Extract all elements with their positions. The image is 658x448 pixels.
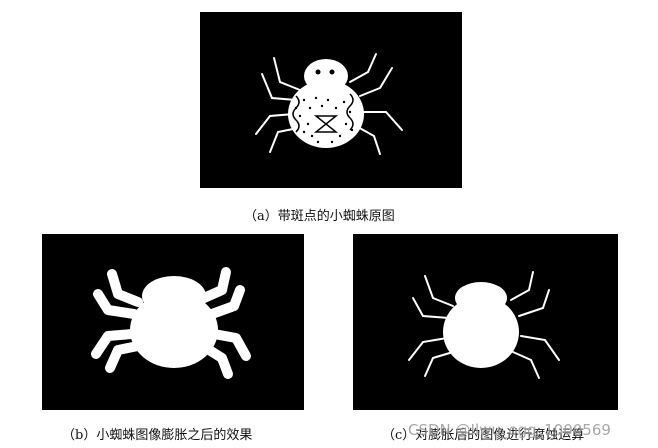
spider-original-graphic [255, 53, 403, 155]
caption-dilated: （b）小蜘蛛图像膨胀之后的效果 [62, 428, 253, 443]
image-original-spider [200, 12, 462, 188]
caption-eroded: （c）对膨胀后的图像进行腐蚀运算 [382, 428, 585, 443]
spider-eroded-graphic [408, 271, 560, 379]
watermark: CSDN @Ilwu_ogg_1000569 [408, 421, 611, 439]
image-eroded-spider [353, 234, 618, 410]
caption-original: （a）带斑点的小蜘蛛原图 [244, 209, 395, 224]
spider-dilated-graphic [91, 267, 251, 379]
image-dilated-spider [42, 234, 304, 410]
